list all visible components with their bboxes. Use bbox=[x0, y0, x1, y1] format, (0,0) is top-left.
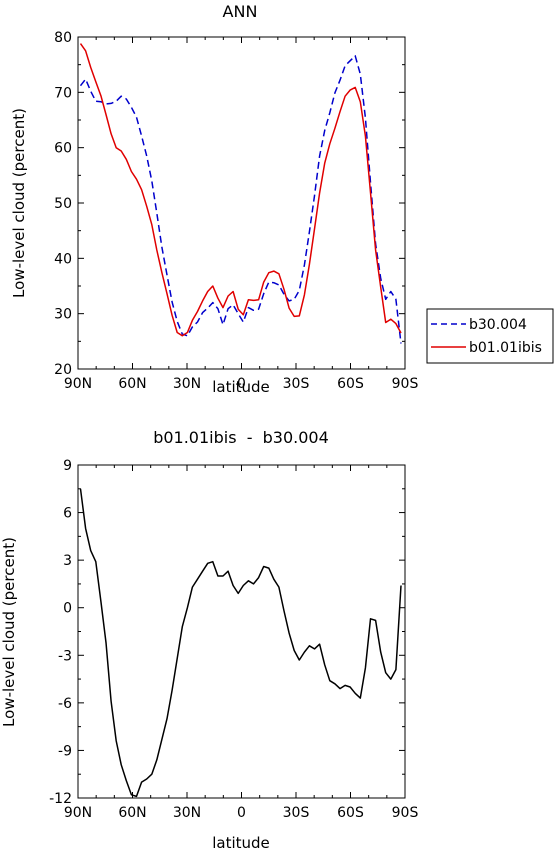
bottom-x-tick-label: 90S bbox=[392, 805, 419, 821]
top-legend: b30.004 b01.01ibis bbox=[426, 308, 554, 364]
bottom-ticks: 90N 60N 30N 0 30S 60S 90S -12 -9 -6 -3 0 3 6 9 bbox=[49, 458, 418, 821]
bottom-x-axis-title: latitude bbox=[212, 834, 270, 852]
bottom-y-tick-label: -12 bbox=[49, 791, 72, 807]
top-x-tick-label: 30S bbox=[283, 376, 310, 392]
bottom-chart: b01.01ibis - b30.004 90N 60N 30N 0 30S 60S 90S… bbox=[0, 428, 418, 852]
top-series-line-b30-004 bbox=[79, 55, 402, 344]
top-x-tick-label: 60S bbox=[337, 376, 364, 392]
legend-label-b01: b01.01ibis bbox=[469, 340, 542, 356]
bottom-y-tick-label: 3 bbox=[63, 553, 72, 569]
bottom-y-tick-label: 0 bbox=[63, 601, 72, 617]
legend-box bbox=[426, 308, 554, 364]
top-y-tick-label: 80 bbox=[54, 30, 72, 46]
bottom-x-tick-label: 30S bbox=[283, 805, 310, 821]
top-y-tick-label: 40 bbox=[54, 251, 72, 267]
bottom-y-tick-label: -9 bbox=[58, 743, 72, 759]
top-y-tick-label: 20 bbox=[54, 362, 72, 378]
bottom-y-tick-label: 6 bbox=[63, 506, 72, 522]
bottom-y-tick-label: -3 bbox=[58, 648, 72, 664]
bottom-x-tick-label: 60N bbox=[118, 805, 146, 821]
top-ticks: 90N 60N 30N 0 30S 60S 90S 20 30 40 50 60 70 80 bbox=[54, 30, 418, 392]
top-x-tick-label: 60N bbox=[118, 376, 146, 392]
bottom-y-axis-title: Low-level cloud (percent) bbox=[0, 537, 18, 727]
top-y-axis-title: Low-level cloud (percent) bbox=[10, 108, 28, 298]
top-x-tick-label: 90S bbox=[392, 376, 419, 392]
top-series bbox=[79, 43, 402, 344]
top-x-tick-label: 0 bbox=[237, 376, 246, 392]
legend-label-b30: b30.004 bbox=[469, 317, 527, 333]
top-y-tick-label: 30 bbox=[54, 307, 72, 323]
top-chart-title: ANN bbox=[223, 2, 258, 21]
bottom-y-tick-label: 9 bbox=[63, 458, 72, 474]
top-y-tick-label: 50 bbox=[54, 196, 72, 212]
top-chart: ANN 90N 60N 30N 0 30S 60S 90S 20 30 40 50 60 70 80 la… bbox=[10, 2, 554, 396]
top-x-tick-label: 30N bbox=[173, 376, 201, 392]
bottom-series-line-diff bbox=[79, 488, 402, 798]
top-x-tick-label: 90N bbox=[64, 376, 92, 392]
bottom-x-tick-label: 60S bbox=[337, 805, 364, 821]
bottom-y-tick-label: -6 bbox=[58, 696, 72, 712]
bottom-chart-title: b01.01ibis - b30.004 bbox=[153, 428, 329, 447]
top-y-tick-label: 70 bbox=[54, 85, 72, 101]
bottom-x-tick-label: 30N bbox=[173, 805, 201, 821]
bottom-series bbox=[79, 488, 402, 798]
top-x-axis-title: latitude bbox=[212, 378, 270, 396]
bottom-x-tick-label: 0 bbox=[237, 805, 246, 821]
top-series-line-b01-01ibis bbox=[79, 43, 402, 337]
top-y-tick-label: 60 bbox=[54, 141, 72, 157]
bottom-x-tick-label: 90N bbox=[64, 805, 92, 821]
bottom-plot-frame bbox=[77, 464, 406, 799]
